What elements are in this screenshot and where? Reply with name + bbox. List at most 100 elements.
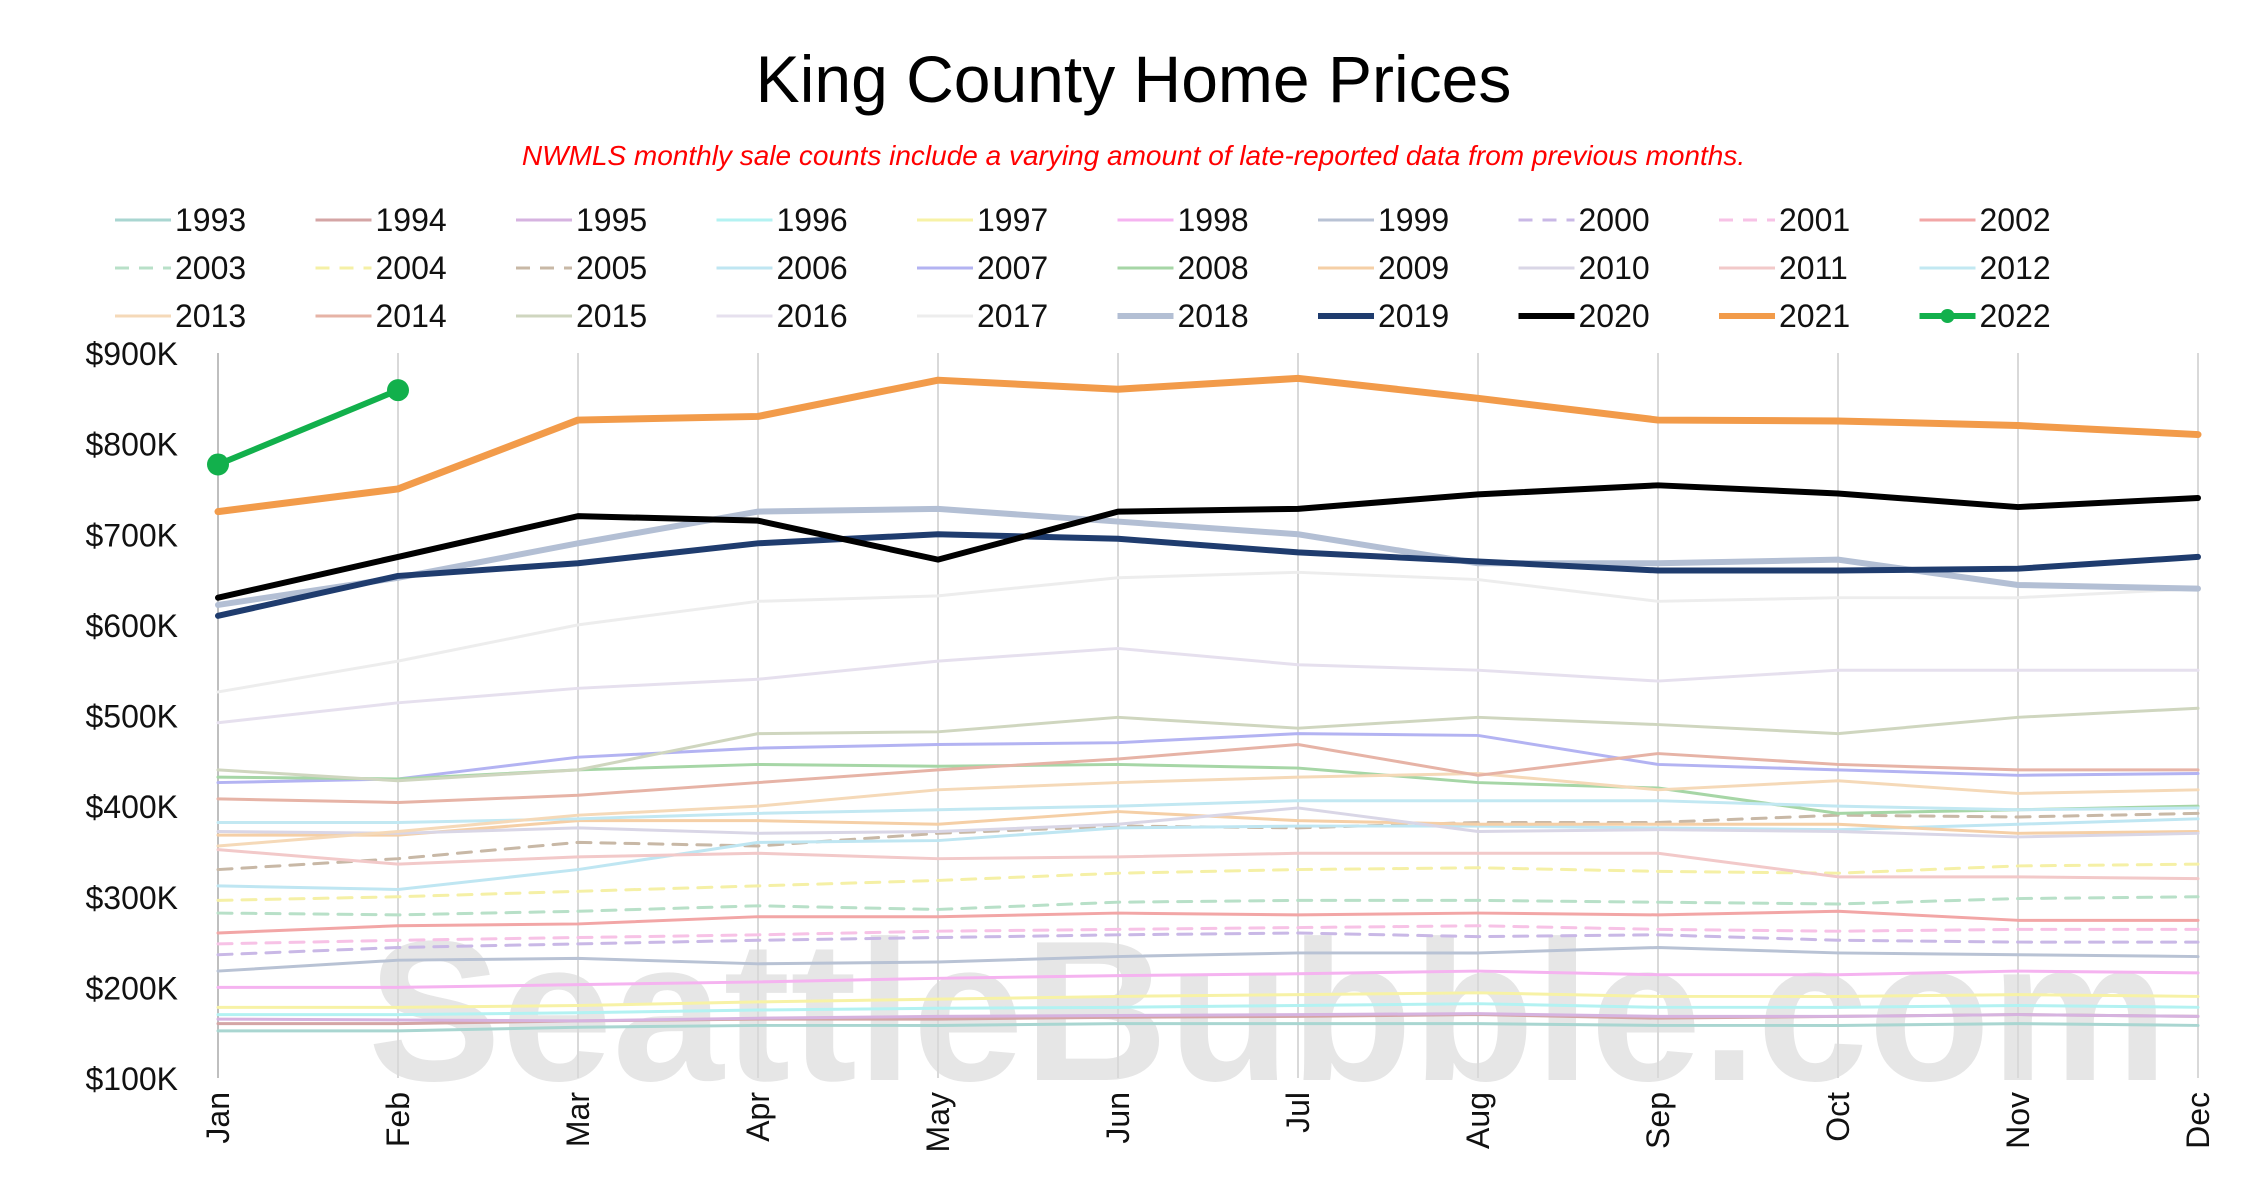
legend-item-2018: 2018 xyxy=(1117,298,1249,334)
series-1998 xyxy=(216,969,2200,989)
legend-item-2008: 2008 xyxy=(1117,250,1249,286)
legend-label: 1993 xyxy=(175,202,246,238)
legend-label: 1999 xyxy=(1378,202,1449,238)
legend-label: 2008 xyxy=(1178,250,1249,286)
legend-label: 2017 xyxy=(977,298,1048,334)
series-1997 xyxy=(216,991,2200,1009)
series-2004 xyxy=(216,862,2200,902)
series-line-1993 xyxy=(216,1022,2200,1033)
legend-label: 2018 xyxy=(1178,298,1249,334)
legend-item-2006: 2006 xyxy=(716,250,848,286)
chart-subtitle: NWMLS monthly sale counts include a vary… xyxy=(522,140,1745,171)
x-tick-label: Sep xyxy=(1640,1092,1676,1149)
y-tick-label: $700K xyxy=(85,517,178,553)
legend: 1993 1994 1995 1996 1997 1998 1999 2000 2001 2002… xyxy=(115,202,2051,334)
series-2013 xyxy=(216,772,2200,848)
legend-item-2021: 2021 xyxy=(1719,298,1850,334)
data-point-2022 xyxy=(207,453,229,476)
series-layer xyxy=(207,374,2202,1033)
legend-item-2000: 2000 xyxy=(1518,202,1650,238)
series-line-2018 xyxy=(215,505,2201,608)
legend-item-2015: 2015 xyxy=(516,298,647,334)
legend-label: 2014 xyxy=(376,298,447,334)
legend-label: 2010 xyxy=(1579,250,1650,286)
series-2002 xyxy=(216,909,2200,935)
series-2016 xyxy=(216,646,2200,725)
y-tick-label: $400K xyxy=(85,789,178,825)
series-2011 xyxy=(216,848,2200,881)
x-tick-label: Nov xyxy=(2000,1092,2036,1149)
series-2006 xyxy=(216,817,2200,891)
legend-item-2009: 2009 xyxy=(1318,250,1449,286)
x-tick-label: Feb xyxy=(380,1092,416,1147)
data-point-2022 xyxy=(387,379,409,402)
chart-title: King County Home Prices xyxy=(756,42,1512,116)
legend-label: 2016 xyxy=(777,298,848,334)
series-line-2010 xyxy=(216,806,2200,839)
series-line-2004 xyxy=(216,862,2200,902)
series-2017 xyxy=(216,570,2200,694)
legend-item-2011: 2011 xyxy=(1719,250,1848,286)
series-line-2011 xyxy=(216,848,2200,881)
series-line-1996 xyxy=(216,1002,2200,1017)
series-2010 xyxy=(216,806,2200,839)
series-line-2006 xyxy=(216,817,2200,891)
legend-item-2014: 2014 xyxy=(315,298,447,334)
series-2000 xyxy=(216,931,2200,957)
legend-item-2005: 2005 xyxy=(516,250,647,286)
legend-item-1998: 1998 xyxy=(1117,202,1249,238)
series-1993 xyxy=(216,1022,2200,1033)
legend-label: 1994 xyxy=(376,202,447,238)
series-2014 xyxy=(216,743,2200,804)
x-tick-label: Apr xyxy=(740,1092,776,1142)
x-tick-label: Mar xyxy=(560,1092,596,1147)
series-2020 xyxy=(215,482,2201,601)
legend-label: 2000 xyxy=(1579,202,1650,238)
y-tick-label: $200K xyxy=(85,970,178,1006)
series-line-2002 xyxy=(216,909,2200,935)
x-tick-label: Jan xyxy=(200,1092,236,1144)
legend-item-2016: 2016 xyxy=(716,298,848,334)
series-2019 xyxy=(215,531,2201,619)
y-tick-label: $300K xyxy=(85,880,178,916)
legend-label: 2019 xyxy=(1378,298,1449,334)
legend-label: 2022 xyxy=(1980,298,2051,334)
legend-label: 1995 xyxy=(576,202,647,238)
legend-item-2012: 2012 xyxy=(1919,250,2051,286)
legend-item-2017: 2017 xyxy=(917,298,1048,334)
legend-label: 1997 xyxy=(977,202,1048,238)
x-tick-label: Oct xyxy=(1820,1092,1856,1142)
series-line-2017 xyxy=(216,570,2200,694)
series-line-2019 xyxy=(215,531,2201,619)
x-tick-label: Dec xyxy=(2180,1092,2216,1149)
legend-label: 1996 xyxy=(777,202,848,238)
series-line-2015 xyxy=(216,706,2200,783)
legend-item-1995: 1995 xyxy=(516,202,647,238)
legend-label: 2011 xyxy=(1779,250,1848,286)
x-tick-label: Jul xyxy=(1280,1092,1316,1133)
legend-item-2019: 2019 xyxy=(1318,298,1449,334)
series-line-1999 xyxy=(216,946,2200,973)
series-line-2020 xyxy=(215,482,2201,601)
legend-label: 2006 xyxy=(777,250,848,286)
legend-label: 2005 xyxy=(576,250,647,286)
legend-item-2013: 2013 xyxy=(115,298,246,334)
series-line-2021 xyxy=(214,374,2202,516)
series-1995 xyxy=(216,1012,2200,1023)
legend-item-2003: 2003 xyxy=(115,250,246,286)
y-tick-label: $100K xyxy=(85,1061,178,1097)
legend-item-1993: 1993 xyxy=(115,202,246,238)
legend-item-2010: 2010 xyxy=(1518,250,1650,286)
series-line-2000 xyxy=(216,931,2200,957)
legend-item-2020: 2020 xyxy=(1518,298,1650,334)
legend-label: 1998 xyxy=(1178,202,1249,238)
y-tick-label: $800K xyxy=(85,427,178,463)
legend-label: 2002 xyxy=(1980,202,2051,238)
legend-item-2004: 2004 xyxy=(315,250,447,286)
series-2022 xyxy=(207,379,409,476)
series-line-1997 xyxy=(216,991,2200,1009)
series-line-2022 xyxy=(215,387,401,468)
legend-label: 2007 xyxy=(977,250,1048,286)
series-2018 xyxy=(215,505,2201,608)
